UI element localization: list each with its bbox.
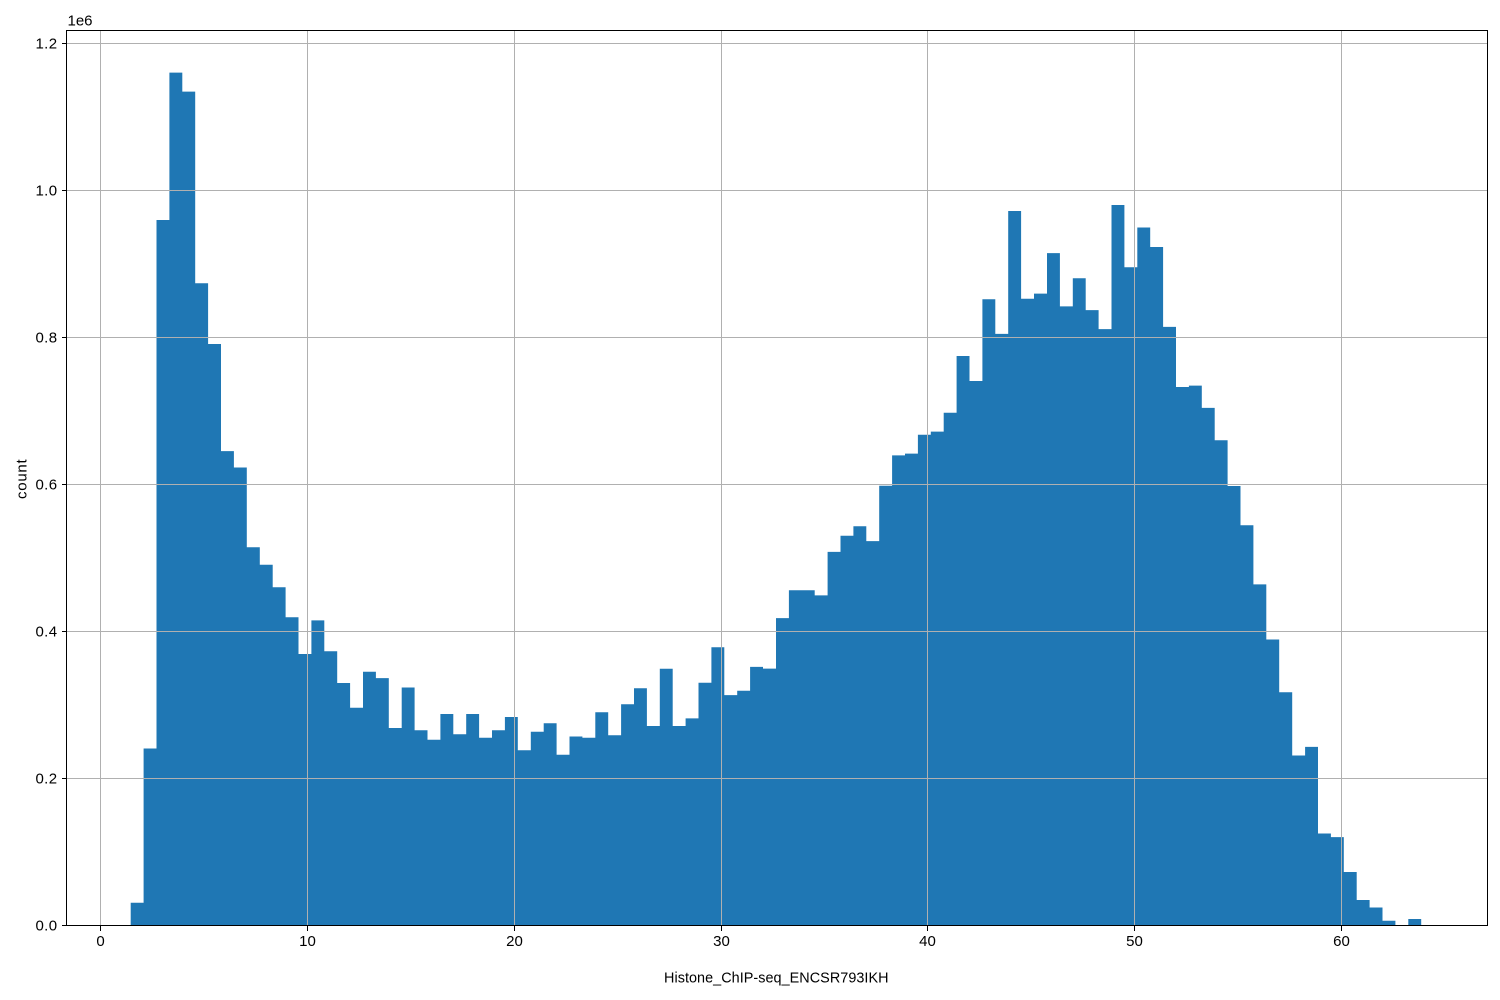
svg-text:0.4: 0.4	[35, 623, 57, 640]
svg-text:0.8: 0.8	[35, 329, 57, 346]
svg-text:0.0: 0.0	[35, 917, 57, 934]
svg-text:60: 60	[1333, 933, 1350, 950]
svg-text:1.0: 1.0	[35, 182, 57, 199]
svg-text:10: 10	[299, 933, 316, 950]
svg-text:Histone_ChIP-seq_ENCSR793IKH: Histone_ChIP-seq_ENCSR793IKH	[664, 970, 889, 986]
svg-text:40: 40	[919, 933, 936, 950]
svg-text:0: 0	[96, 933, 104, 950]
svg-text:30: 30	[713, 933, 730, 950]
svg-text:1e6: 1e6	[68, 13, 93, 30]
svg-text:0.2: 0.2	[35, 770, 57, 787]
svg-text:1.2: 1.2	[35, 35, 57, 52]
svg-text:50: 50	[1126, 933, 1143, 950]
svg-text:0.6: 0.6	[35, 476, 57, 493]
svg-text:20: 20	[506, 933, 523, 950]
svg-text:count: count	[14, 458, 31, 499]
